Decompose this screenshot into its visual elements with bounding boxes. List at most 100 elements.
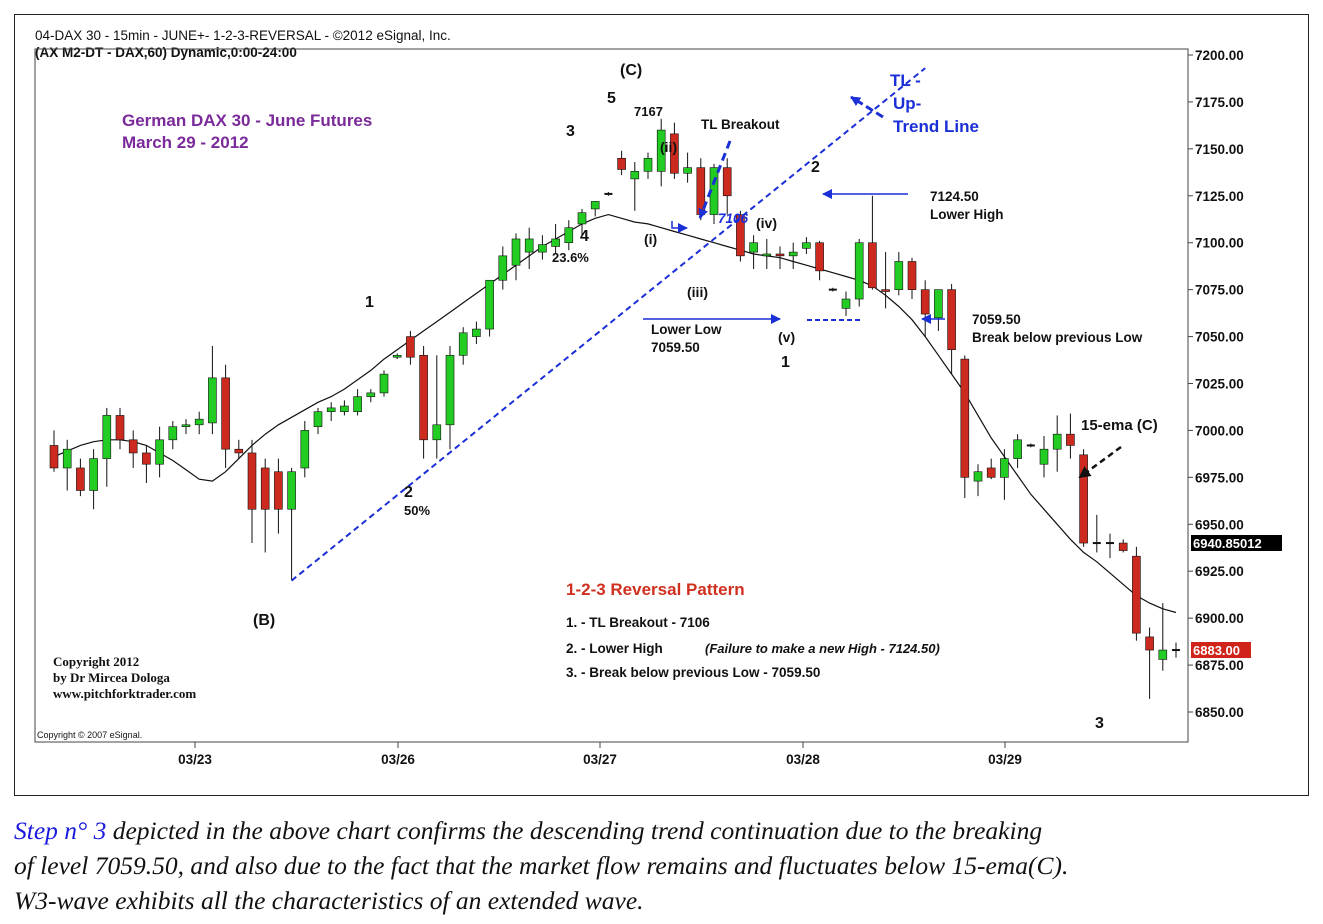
candle-body [1066,433,1075,446]
break-value: 7059.50 [972,312,1021,327]
x-axis: 03/23 03/26 03/27 03/28 03/29 [178,742,1022,767]
y-tick-label: 7025.00 [1195,377,1244,392]
candle-body [762,253,772,257]
y-tick-label: 7075.00 [1195,283,1244,298]
wave-2-percent: 50% [404,503,430,518]
candle-body [155,439,164,465]
candle [709,163,719,224]
candle [49,430,59,472]
candle-body [89,458,98,491]
candle-body [472,328,481,337]
candle-body [802,242,811,249]
y-tick-label: 6850.00 [1195,705,1244,720]
candle-body [1052,433,1062,450]
candle [947,284,956,375]
candle [1013,434,1022,468]
candle-body [287,471,296,510]
tl-label-arrow [850,95,884,119]
wave-label-2: 2 [404,484,413,501]
wave-label-c: (C) [620,62,642,79]
pattern-item-3: 3. - Break below previous Low - 7059.50 [566,665,820,680]
candle-body [300,430,310,469]
candle-body [947,289,956,351]
candle [788,242,798,269]
y-tick-label: 7100.00 [1195,236,1244,251]
wave-label-5: 5 [607,90,616,107]
candle [274,458,283,534]
y-tick-label: 6875.00 [1195,658,1244,673]
wave-label-ii: (ii) [660,139,677,155]
candle-body [881,289,890,292]
candle [973,464,983,497]
y-tick-label: 6925.00 [1195,564,1244,579]
candle-body [749,242,758,253]
candle [419,345,428,459]
candle [1145,627,1154,699]
candle-body [854,242,864,300]
y-tick-label: 7050.00 [1195,330,1244,345]
caption-line-1-text: depicted in the above chart confirms the… [106,816,1043,845]
copyright-line-1: Copyright 2012 [53,654,139,669]
candle [511,233,521,281]
candle-body [868,242,877,289]
candle [62,439,72,491]
candle [828,287,837,292]
candle [881,252,890,309]
candle-body [670,133,679,174]
candle [683,152,692,183]
candle-body [511,238,521,266]
candle-body [656,129,666,172]
instrument-date: March 29 - 2012 [122,133,249,152]
candle-body [76,467,85,491]
candle-body [551,238,560,247]
x-tick-label: 03/26 [381,752,415,767]
candle-body [973,471,983,482]
candle [524,227,534,269]
candle-body [458,332,468,356]
candle [445,345,455,450]
copyright-line-3: www.pitchforktrader.com [53,686,196,701]
candle-body [168,426,178,441]
candle [194,411,204,435]
wave-label-2-new: 2 [811,159,820,176]
candle [920,280,930,337]
candle [538,235,547,260]
last-price-box [1191,642,1251,658]
candle [234,439,244,459]
trendline-label-1: TL - [890,71,921,90]
instrument-title: German DAX 30 - June Futures [122,111,372,130]
candle-body [485,279,494,330]
candle [590,201,600,217]
candle-body [326,407,336,412]
candle [1132,546,1141,641]
candle-body [630,171,640,180]
esignal-copyright: Copyright © 2007 eSignal. [37,730,142,740]
candle [432,355,442,459]
wave-label-v: (v) [778,329,795,345]
candle-body [340,405,349,412]
candle-body [920,289,930,315]
candle [604,192,613,196]
wave-label-i: (i) [644,231,657,247]
candle [485,279,494,337]
y-tick-label: 7125.00 [1195,189,1244,204]
candle [340,400,349,416]
candle-body [313,411,323,427]
y-axis: 7200.00 7175.00 7150.00 7125.00 7100.00 7075.… [1188,48,1244,720]
chart-header-subtitle: (AX M2-DT - DAX,60) Dynamic,0:00-24:00 [35,45,297,60]
candle-body [49,445,59,469]
candle [841,291,851,316]
candle [564,220,574,251]
candle [617,150,626,176]
candle-body [1145,636,1154,651]
candle-body [524,238,534,253]
wave-label-3-new: 3 [1095,715,1104,732]
candle [577,208,587,236]
plot-area [34,48,1189,743]
candle-body [392,355,402,358]
candles-layer [49,118,1180,699]
candle [458,327,468,365]
candle [181,419,191,435]
candle-body [590,201,600,210]
y-tick-label: 6950.00 [1195,517,1244,532]
